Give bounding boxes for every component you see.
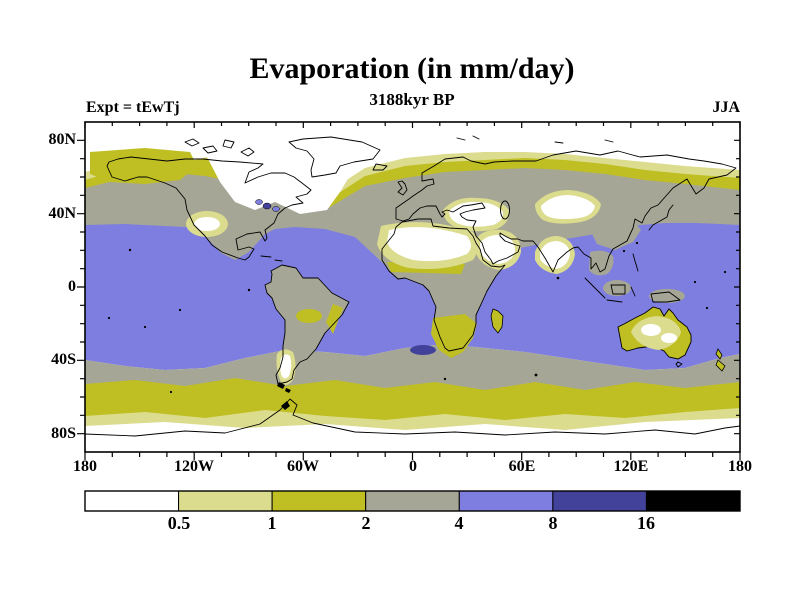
left-major-ticks <box>77 139 85 435</box>
cbar-label-16: 16 <box>637 513 655 533</box>
lon-tick-120w: 120W <box>174 458 214 475</box>
colorbar-segment-2-4 <box>365 490 460 512</box>
olive-patch-south-africa <box>431 314 477 358</box>
colorbar-segment-0.5-1 <box>178 490 273 512</box>
right-minor-ticks <box>736 158 740 416</box>
lon-tick-60e: 60E <box>508 458 536 475</box>
band-south-gray <box>85 344 740 392</box>
coast-sulawesi <box>630 286 636 297</box>
band-south-pale <box>85 408 740 434</box>
bottom-major-ticks <box>84 452 741 460</box>
coastlines <box>85 135 740 437</box>
lon-tick-60w: 60W <box>287 458 319 475</box>
white-patch-gobi <box>541 195 595 220</box>
white-patch-patagonia <box>280 354 292 379</box>
band-tropical-blue <box>85 223 740 370</box>
lon-tick-120e: 120E <box>613 458 649 475</box>
coast-south-america <box>264 264 350 385</box>
right-major-ticks <box>734 139 740 435</box>
coast-antarctica <box>85 398 740 437</box>
olive-fill-nz-north <box>715 348 723 360</box>
coast-iceland <box>372 163 388 171</box>
page-title: Evaporation (in mm/day) <box>249 52 575 85</box>
lat-tick-80N: 80N <box>48 131 76 148</box>
colorbar-outline <box>84 490 741 512</box>
top-minor-ticks <box>111 122 714 126</box>
coast-java <box>606 299 623 303</box>
olive-fill-madagascar <box>490 308 504 334</box>
white-patch-sw-usa <box>194 217 220 231</box>
coast-eurasia <box>395 150 737 273</box>
great-lakes <box>255 199 280 212</box>
experiment-label: Expt = tEwTj <box>86 99 180 116</box>
coast-arctic-islands <box>184 135 614 157</box>
lon-tick-180w: 180 <box>73 458 97 475</box>
white-patch-australia-2 <box>661 333 677 343</box>
coast-japan <box>648 204 674 231</box>
olive-patch-brazil-interior <box>296 309 322 323</box>
coast-tasmania <box>675 361 683 368</box>
cbar-label-4: 4 <box>454 513 464 533</box>
navy-patch-agulhas <box>410 345 436 355</box>
lon-tick-180e: 180 <box>728 458 752 475</box>
cbar-label-2: 2 <box>361 513 371 533</box>
coast-uk <box>397 180 408 196</box>
gray-patch-newguinea <box>649 289 685 303</box>
season-label: JJA <box>712 99 740 116</box>
colorbar-segment-1-2 <box>271 490 367 512</box>
bottom-minor-ticks <box>111 452 714 457</box>
colorbar-segment-8-16 <box>552 490 647 512</box>
white-patch-iran-caspian <box>449 201 504 227</box>
top-major-ticks <box>84 122 741 128</box>
white-patch-australia-1 <box>641 324 661 336</box>
white-patch-greenland-natlantic <box>180 130 355 214</box>
colorbar-segment-lt-0.5 <box>84 490 180 512</box>
olive-patch-east-brazil <box>326 304 343 334</box>
coast-philippines <box>632 253 639 272</box>
olive-fill-nz-south <box>715 359 726 372</box>
cbar-label-1: 1 <box>267 513 277 533</box>
gray-patch-indochina <box>589 250 614 276</box>
lat-tick-0: 0 <box>68 278 76 295</box>
coast-caribbean <box>260 255 283 262</box>
coast-sumatra <box>584 277 606 299</box>
gray-patch-china <box>590 217 641 250</box>
coast-borneo <box>610 284 626 295</box>
colorbar <box>84 490 741 512</box>
coast-newguinea <box>650 291 681 303</box>
lat-tick-40N: 40N <box>48 205 76 222</box>
lat-tick-40S: 40S <box>51 351 76 368</box>
coast-north-america <box>106 156 312 261</box>
page-subtitle: 3188kyr BP <box>369 90 455 109</box>
cbar-label-8: 8 <box>548 513 558 533</box>
coast-caspian <box>500 200 510 220</box>
white-patch-sahara <box>387 227 471 262</box>
coast-greenland <box>288 136 381 178</box>
cbar-label-0.5: 0.5 <box>167 513 191 533</box>
olive-patch-alaska <box>90 148 197 184</box>
axis-ticks <box>77 122 741 460</box>
map-area <box>85 122 740 452</box>
band-south-olive <box>85 378 740 422</box>
band-antarctic-white <box>85 418 740 452</box>
colorbar-segment-4-8 <box>458 490 554 512</box>
lon-tick-0: 0 <box>409 458 417 475</box>
gray-patch-borneo <box>603 280 631 296</box>
island-dots <box>107 241 727 410</box>
lat-tick-80S: 80S <box>51 425 76 442</box>
coast-africa <box>381 218 506 352</box>
left-minor-ticks <box>80 158 85 416</box>
colorbar-segment-gt-16 <box>645 490 741 512</box>
